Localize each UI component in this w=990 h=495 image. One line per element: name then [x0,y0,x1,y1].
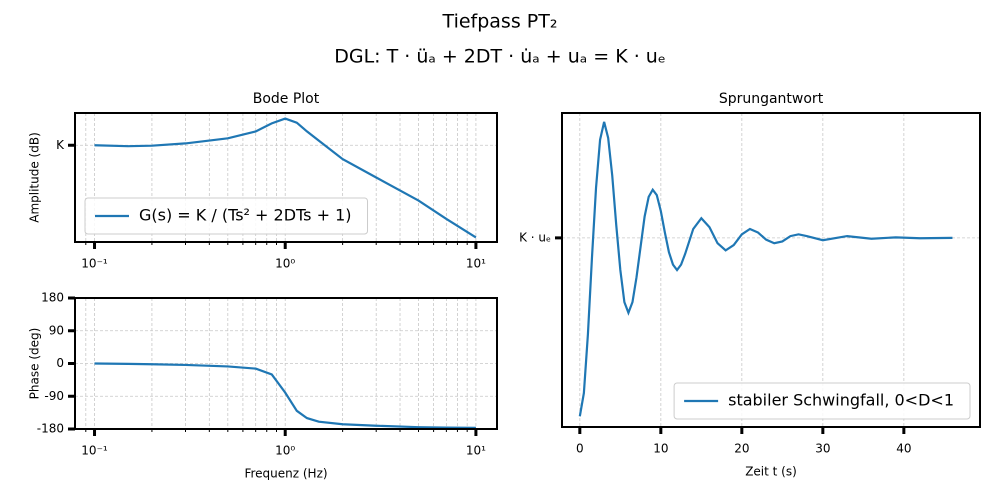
y-tick-label: K · uₑ [519,230,551,244]
legend-label: G(s) = K / (Ts² + 2DTs + 1) [139,206,352,225]
y-tick-label: K [56,138,65,152]
x-tick-label: 10⁻¹ [81,444,108,458]
x-tick-label: 10¹ [466,444,486,458]
y-tick-label: 0 [56,356,64,370]
axes-frame [74,112,498,243]
x-tick-label: 10⁰ [275,257,295,271]
x-tick-label: 20 [734,442,749,456]
x-tick-label: 30 [815,442,830,456]
axes-title: Sprungantwort [719,91,824,107]
x-axis-label: Zeit t (s) [745,465,797,479]
legend-box [84,197,369,235]
x-tick-label: 10⁻¹ [81,257,108,271]
y-axis-label: Amplitude (dB) [28,132,42,223]
legend-label: stabiler Schwingfall, 0<D<1 [728,391,954,410]
x-tick-label: 0 [576,442,584,456]
legend: stabiler Schwingfall, 0<D<1 [673,382,971,420]
y-tick-label: -180 [37,422,64,436]
data-line [578,121,953,417]
y-tick-label: -90 [44,389,64,403]
x-tick-label: 10⁰ [275,444,295,458]
y-axis-label: Phase (deg) [28,328,42,400]
x-tick-label: 10 [653,442,668,456]
data-line [94,362,476,430]
data-line [94,117,477,239]
y-tick-label: 180 [41,291,64,305]
axes-frame [561,112,981,428]
suptitle: Tiefpass PT₂ [442,11,558,33]
legend-box [673,382,971,420]
axes-title: Bode Plot [253,91,320,107]
y-tick-label: 90 [49,323,64,337]
legend: G(s) = K / (Ts² + 2DTs + 1) [84,197,369,235]
x-tick-label: 10¹ [466,257,486,271]
x-axis-label: Frequenz (Hz) [244,467,327,481]
axes-frame [74,297,498,430]
x-tick-label: 40 [896,442,911,456]
suptitle-equation: DGL: T · üₐ + 2DT · u̇ₐ + uₐ = K · uₑ [334,46,666,68]
